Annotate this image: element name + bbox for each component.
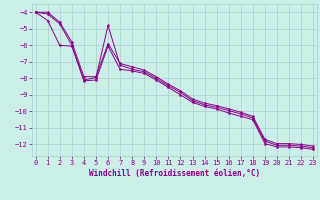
X-axis label: Windchill (Refroidissement éolien,°C): Windchill (Refroidissement éolien,°C): [89, 169, 260, 178]
